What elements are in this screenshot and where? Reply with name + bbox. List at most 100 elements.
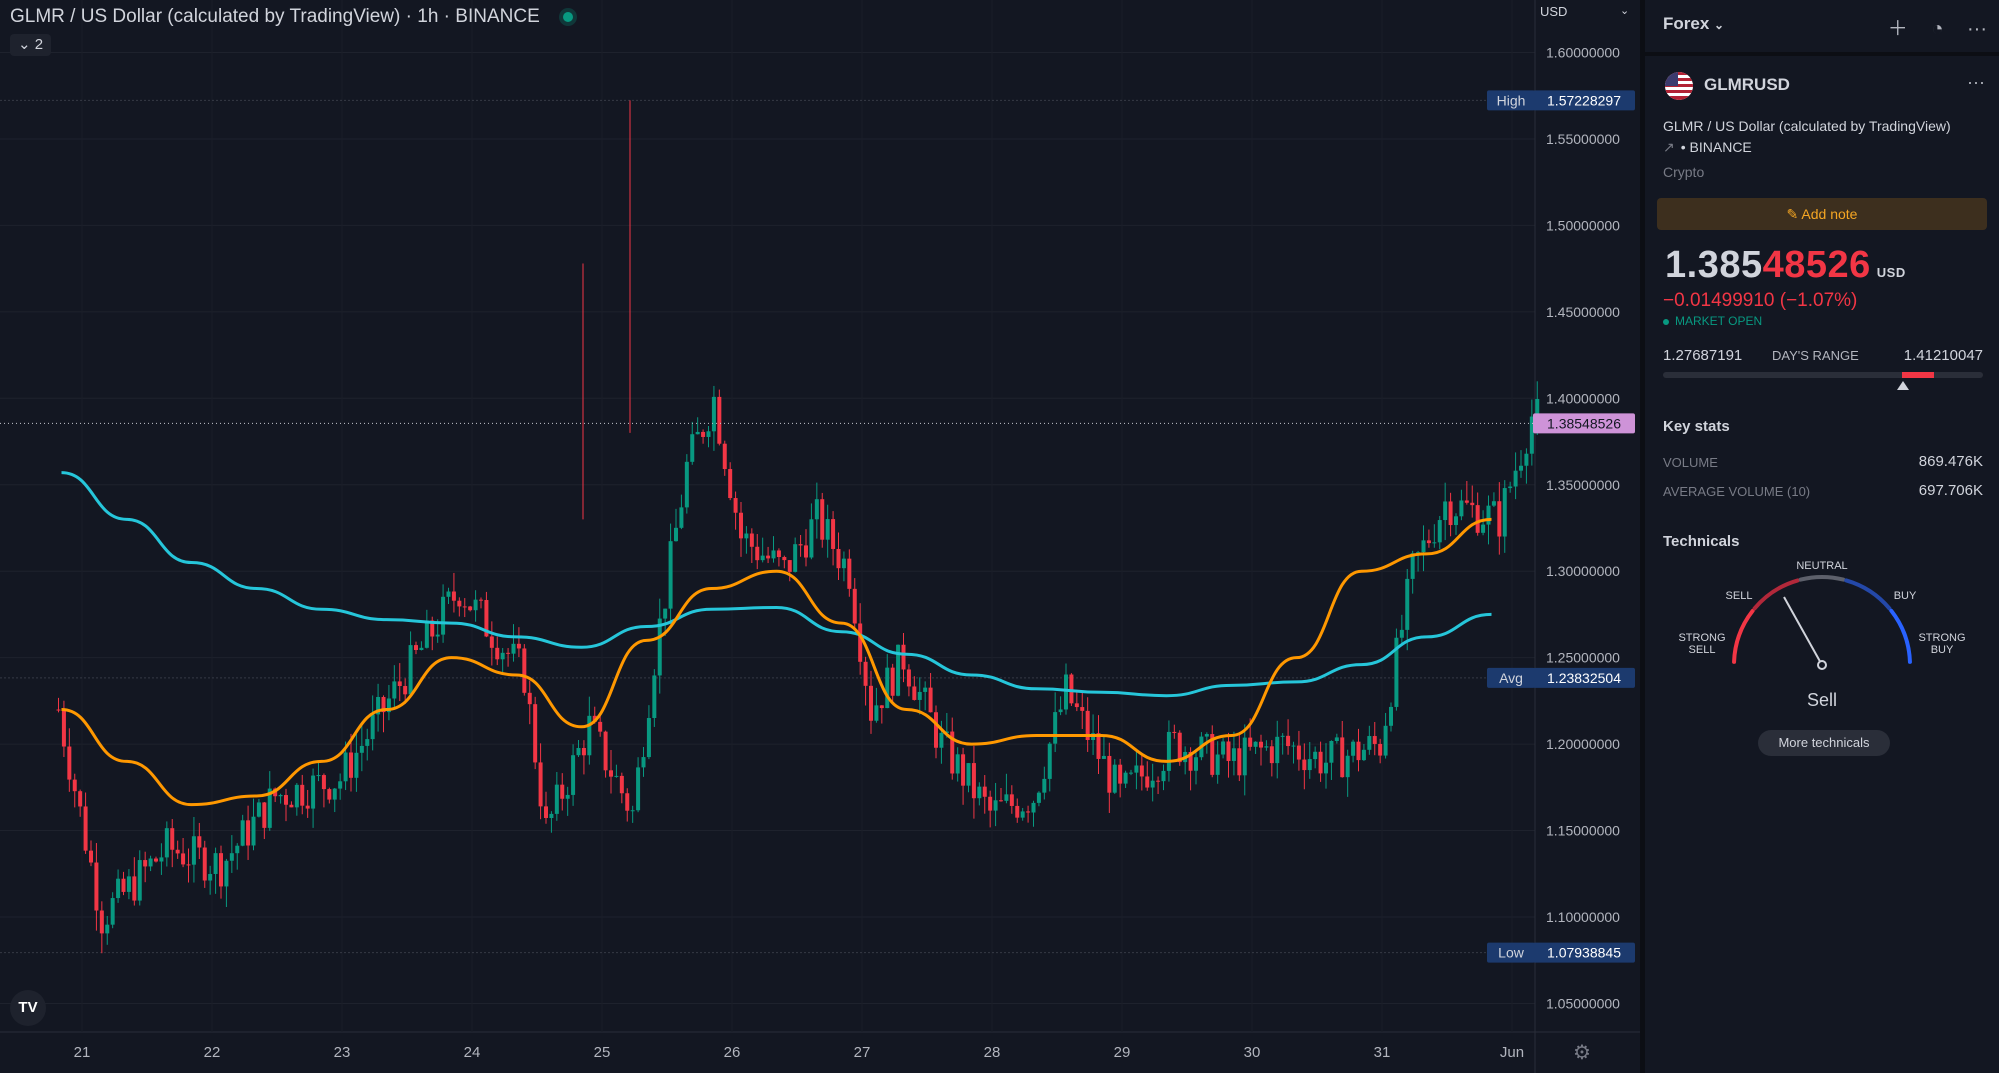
candle-body [397,681,402,687]
gauge-label-strong-buy: STRONG [1918,632,1965,644]
candle-body [414,645,418,651]
panel-divider[interactable] [1640,0,1645,1073]
time-axis-label: 24 [464,1044,481,1061]
candle-body [1156,780,1161,782]
gauge-strong-sell-arc [1732,608,1755,664]
alert-clock-icon[interactable]: ◔ [1931,18,1944,40]
candle-body [1015,805,1020,818]
candle-body [170,828,175,850]
time-axis-label: 27 [854,1044,871,1061]
candle-body [137,860,142,901]
low-badge-value: 1.07938845 [1547,945,1621,961]
more-icon[interactable]: ··· [1967,72,1985,92]
candle-body [1318,751,1323,774]
day-range-high: 1.41210047 [1903,347,1983,364]
candle-body [132,876,137,901]
candle-body [527,692,532,705]
candle-body [419,647,424,651]
candle-body [1101,755,1106,759]
candle-body [549,813,554,819]
candle-body [1026,811,1031,813]
symbol-exchange[interactable]: ↗ • BINANCE [1663,139,1752,156]
symbol-name[interactable]: GLMRUSD [1704,75,1790,94]
candle-body [311,775,316,809]
avg-volume-row: AVERAGE VOLUME (10) 697.706K [1663,482,1983,499]
last-price-badge: 1.38548526 [1533,413,1635,434]
candle-body [1237,748,1242,776]
candle-body [1437,520,1442,543]
candle-body [1085,710,1090,741]
candle-body [1161,770,1166,782]
candle-body [576,747,581,756]
chart-area[interactable]: 1.60000000 1.55000000 1.50000000 1.45000000… [0,0,1640,1073]
candle-body [988,796,993,811]
technicals-title[interactable]: Technicals [1663,533,1740,550]
candle-body [668,541,673,609]
candle-body [711,396,716,432]
candle-body [284,795,288,805]
more-technicals-button[interactable]: More technicals [1758,730,1890,756]
candle-body [484,600,489,637]
chart-title[interactable]: GLMR / US Dollar (calculated by TradingV… [10,6,401,27]
candle-body [1475,505,1480,533]
candle-body [229,853,234,861]
candle-body [479,599,483,601]
candle-body [906,669,911,687]
watchlist-name: Forex [1663,14,1710,33]
candle-body [733,498,738,513]
candle-body [191,836,196,865]
price-axis-label: 1.50000000 [1546,217,1620,233]
chart-interval[interactable]: 1h [417,6,439,27]
candle-body [695,431,700,435]
gear-icon[interactable]: ⚙ [1573,1042,1591,1064]
add-note-button[interactable]: ✎ Add note [1657,198,1987,230]
candle-body [251,816,256,846]
last-price-badge-value: 1.38548526 [1547,415,1621,431]
candle-body [820,499,825,540]
candle-body [278,795,283,797]
watchlist-selector[interactable]: Forex ⌄ [1663,14,1724,34]
indicators-toggle[interactable]: ⌄ 2 [10,34,52,56]
candle-body [1009,794,1014,806]
candle-body [782,557,787,561]
candle-body [213,853,218,874]
time-axis-label: 23 [334,1044,351,1061]
plus-icon[interactable]: ＋ [1887,18,1908,40]
external-link-icon[interactable]: ↗ [1663,139,1675,155]
candle-body [343,752,348,782]
candle-body [289,804,294,808]
candle-body [1004,794,1009,801]
candle-body [1302,759,1307,771]
candle-body [722,443,727,470]
candle-body [1508,486,1513,489]
candle-body [609,770,613,777]
day-range-marker-icon [1897,381,1909,390]
price-axis-label: 1.40000000 [1546,390,1620,406]
candle-body [793,544,798,572]
gauge-label-strong-buy: BUY [1931,644,1954,656]
candle-body [1519,465,1523,471]
candle-body [489,636,494,648]
candle-body [847,558,852,589]
candle-body [1367,736,1372,750]
candle-body [858,623,863,662]
more-icon[interactable]: ··· [1967,18,1987,40]
candle-body [755,546,760,561]
candle-body [1226,741,1231,761]
candle-body [267,788,272,828]
candle-body [99,910,104,934]
candle-body [1372,736,1377,744]
candle-body [181,853,186,865]
candle-body [1069,674,1074,704]
candle-body [999,800,1003,802]
price-chart[interactable]: 1.60000000 1.55000000 1.50000000 1.45000000… [0,0,1640,1073]
volume-value: 869.476K [1918,453,1983,470]
candle-body [1080,707,1085,711]
tradingview-logo-icon[interactable]: TV [10,990,46,1026]
candle-body [1459,500,1464,517]
candle-body [430,620,435,637]
candle-body [116,878,121,899]
currency-selector[interactable]: USD ⌄ [1540,4,1629,19]
candle-body [739,512,743,539]
